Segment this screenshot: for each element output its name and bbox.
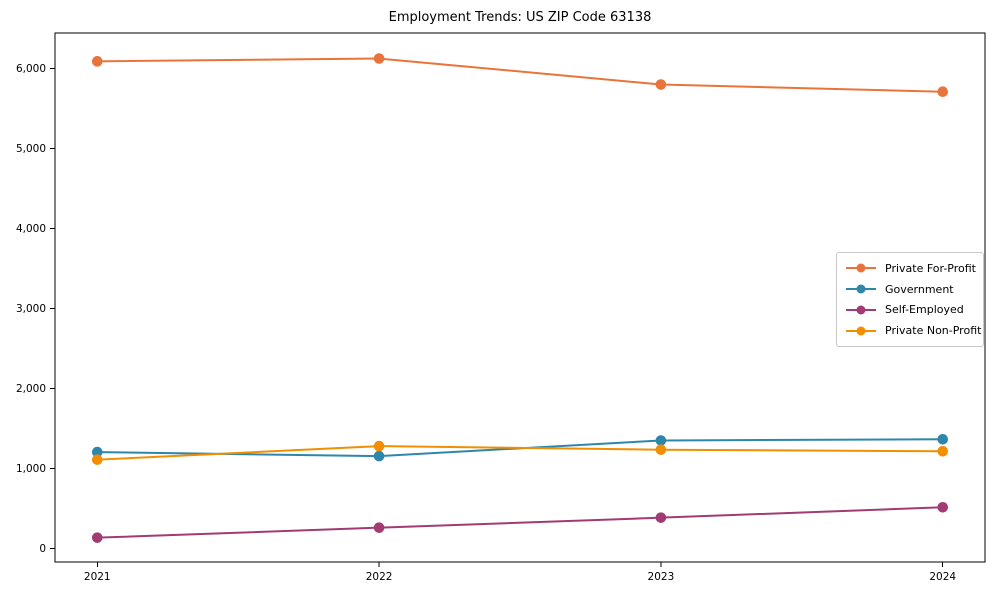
- data-point-marker: [91, 454, 103, 465]
- y-axis-tick-label: 6,000: [16, 63, 46, 75]
- y-axis-tick-label: 2,000: [16, 383, 46, 395]
- y-axis-tick-label: 4,000: [16, 223, 46, 235]
- legend-line-marker-icon: [846, 326, 876, 336]
- data-point-marker: [91, 532, 103, 543]
- chart-title: Employment Trends: US ZIP Code 63138: [388, 10, 652, 25]
- data-point-marker: [937, 501, 949, 513]
- x-axis-tick-label: 2021: [84, 571, 111, 583]
- data-point-marker: [937, 433, 949, 445]
- legend-label: Private Non-Profit: [885, 324, 982, 338]
- y-axis-tick-label: 5,000: [16, 143, 46, 155]
- data-point-marker: [655, 435, 667, 446]
- data-point-marker: [937, 86, 949, 98]
- y-axis-tick-label: 3,000: [16, 303, 46, 315]
- legend-item: Government: [845, 279, 983, 300]
- legend-line-marker-icon: [846, 284, 876, 294]
- x-axis-tick-label: 2023: [648, 571, 675, 583]
- y-axis-tick-label: 1,000: [16, 463, 46, 475]
- y-axis-tick-label: 0: [39, 543, 46, 555]
- series-line: [97, 445, 943, 461]
- series-line: [97, 57, 943, 93]
- legend-label: Government: [885, 282, 954, 296]
- legend-item: Private Non-Profit: [845, 320, 983, 341]
- legend: Private For-Profit Government Self-Emplo…: [836, 252, 984, 347]
- legend-line-marker-icon: [846, 263, 876, 273]
- series-line: [97, 506, 943, 539]
- legend-item: Private For-Profit: [845, 258, 983, 279]
- legend-label: Self-Employed: [885, 303, 964, 317]
- data-point-marker: [373, 522, 385, 533]
- data-point-marker: [655, 444, 667, 455]
- data-point-marker: [373, 53, 385, 64]
- plot-frame: [54, 32, 986, 563]
- data-point-marker: [655, 512, 667, 523]
- legend-label: Private For-Profit: [885, 261, 976, 275]
- data-point-marker: [655, 79, 667, 90]
- data-point-marker: [373, 450, 385, 462]
- legend-item: Self-Employed: [845, 300, 983, 321]
- data-point-marker: [937, 445, 949, 457]
- x-axis-tick-label: 2022: [366, 571, 393, 583]
- data-point-marker: [91, 446, 103, 458]
- legend-line-marker-icon: [846, 305, 876, 315]
- data-point-marker: [373, 440, 385, 452]
- x-axis-tick-label: 2024: [929, 571, 956, 583]
- data-point-marker: [91, 56, 103, 67]
